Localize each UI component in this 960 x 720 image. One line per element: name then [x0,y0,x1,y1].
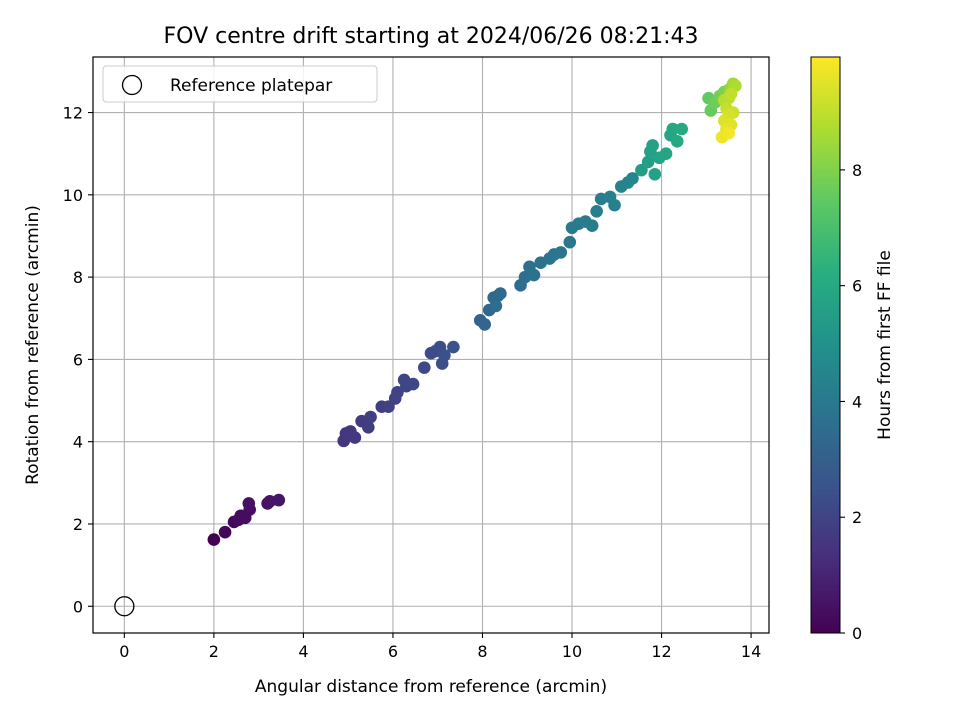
plot-frame [92,56,770,634]
scatter-point [417,361,431,374]
colorbar-tick-label: 8 [852,161,862,180]
colorbar-tick-label: 0 [852,624,862,643]
reference-platepar-marker [114,596,135,617]
colorbar-label: Hours from first FF file [875,250,895,440]
scatter-point [590,204,603,218]
scatter-point [648,167,662,181]
scatter-point [406,377,420,391]
scatter-point [478,318,492,331]
y-tick-label: 10 [63,186,83,205]
scatter-point [391,386,404,399]
scatter-point [626,172,639,185]
scatter-point [447,340,460,354]
scatter-point [364,410,377,424]
y-tick-label: 2 [73,515,83,534]
y-tick-label: 8 [73,268,83,287]
chart-title: FOV centre drift starting at 2024/06/26 … [164,24,699,49]
scatter-point [675,122,689,136]
y-tick-label: 4 [73,433,83,452]
scatter-point [494,287,507,300]
scatter-point [554,246,568,259]
x-tick-label: 10 [562,642,582,661]
legend-marker-reference [121,74,143,96]
scatter-point [438,348,451,362]
scatter-point [207,533,221,546]
scatter-point [608,198,621,212]
scatter-point [659,147,673,160]
x-tick-label: 6 [388,642,398,661]
grid-lines [93,57,769,633]
y-axis-label: Rotation from reference (arcmin) [23,205,43,485]
scatter-point [242,497,256,510]
y-tick-label: 0 [73,597,83,616]
x-axis-label: Angular distance from reference (arcmin) [255,677,607,697]
colorbar-ticks: 0 2 4 6 8 [840,161,862,643]
scatter-point [362,420,375,434]
data-points [207,77,742,546]
scatter-point [641,155,655,169]
x-tick-label: 0 [119,642,129,661]
x-tick-label: 2 [209,642,219,661]
scatter-point [489,299,503,313]
scatter-point [348,431,362,444]
scatter-point [670,135,684,148]
x-tick-label: 8 [477,642,487,661]
x-tick-label: 12 [651,642,671,661]
scatter-point [563,235,577,249]
scatter-point [646,139,659,152]
scatter-point [585,219,599,232]
y-tick-label: 6 [73,350,83,369]
scatter-point [724,87,738,101]
scatter-point [666,122,680,136]
legend-box [102,65,378,103]
colorbar: 0 2 4 6 8 Hours from first FF file [810,56,895,643]
scatter-point [272,493,286,507]
reference-marker-layer [114,596,135,617]
legend-entry-reference: Reference platepar [170,76,332,96]
colorbar-tick-label: 6 [852,277,862,296]
colorbar-gradient [810,56,841,634]
scatter-point [722,126,736,140]
scatter-point [218,525,232,539]
x-tick-label: 4 [298,642,308,661]
colorbar-tick-label: 2 [852,508,862,527]
colorbar-tick-label: 4 [852,392,862,411]
legend: Reference platepar [102,65,378,103]
y-tick-label: 12 [63,104,83,123]
axis-ticks: 0 2 4 6 8 10 12 14 0 2 4 6 8 10 12 [63,104,762,661]
scatter-point [527,268,541,282]
x-tick-label: 14 [741,642,761,661]
